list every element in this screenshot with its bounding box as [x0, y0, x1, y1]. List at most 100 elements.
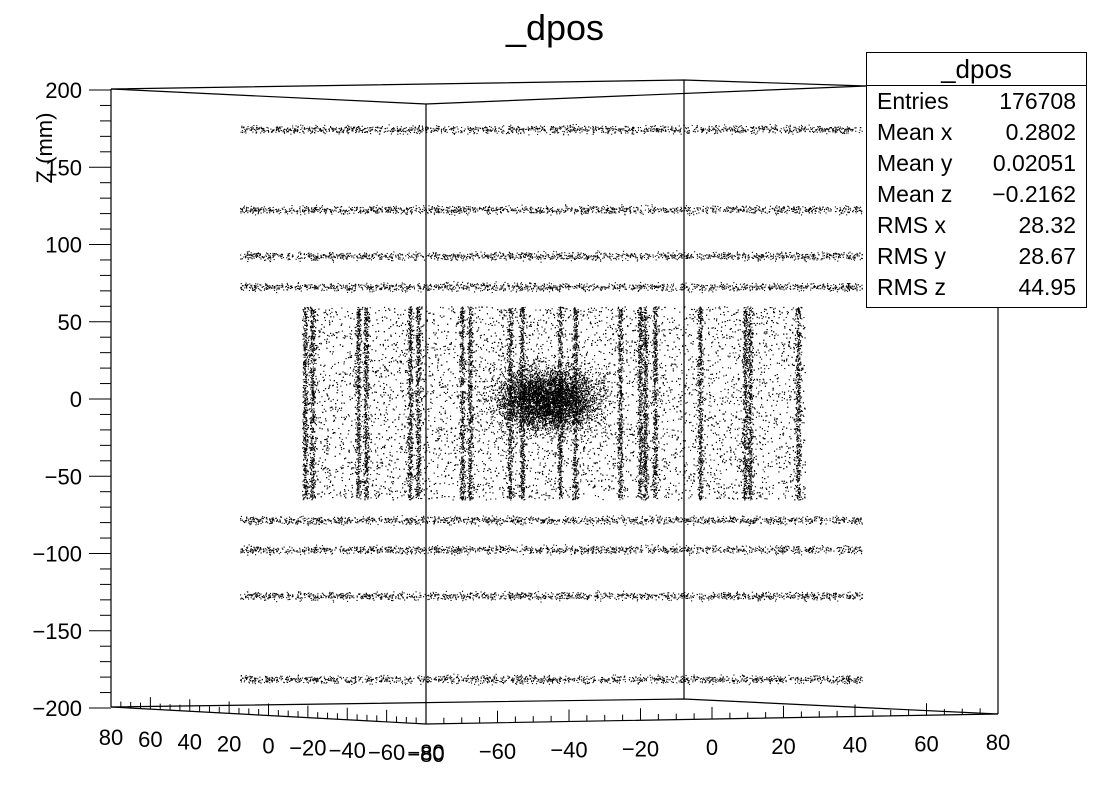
layer-point: [396, 208, 397, 209]
layer-point: [565, 205, 566, 206]
layer-point: [716, 208, 717, 209]
layer-point: [343, 287, 344, 288]
layer-point: [525, 287, 526, 288]
layer-point: [321, 207, 322, 208]
layer-point: [446, 207, 447, 208]
layer-point: [854, 260, 855, 261]
layer-point: [649, 286, 650, 287]
layer-point: [420, 209, 421, 210]
layer-point: [735, 256, 736, 257]
layer-point: [455, 127, 456, 128]
layer-point: [244, 212, 245, 213]
layer-point: [667, 211, 668, 212]
layer-point: [861, 213, 862, 214]
layer-point: [379, 133, 380, 134]
layer-point: [618, 129, 619, 130]
layer-point: [389, 287, 390, 288]
layer-point: [588, 208, 589, 209]
layer-point: [734, 288, 735, 289]
layer-point: [306, 208, 307, 209]
layer-point: [491, 209, 492, 210]
frame-bottom-edge-front: [111, 707, 998, 724]
layer-point: [359, 130, 360, 131]
layer-point: [635, 130, 636, 131]
layer-point: [384, 132, 385, 133]
layer-point: [688, 127, 689, 128]
layer-point: [305, 284, 306, 285]
layer-point: [451, 211, 452, 212]
layer-point: [351, 210, 352, 211]
layer-point: [630, 255, 631, 256]
layer-point: [266, 253, 267, 254]
layer-point: [541, 262, 542, 263]
layer-point: [677, 207, 678, 208]
layer-point: [489, 126, 490, 127]
layer-point: [525, 255, 526, 256]
layer-point: [782, 260, 783, 261]
layer-point: [320, 255, 321, 256]
layer-point: [260, 253, 261, 254]
layer-point: [634, 210, 635, 211]
layer-point: [685, 208, 686, 209]
layer-point: [387, 212, 388, 213]
layer-point: [437, 209, 438, 210]
layer-point: [776, 259, 777, 260]
layer-point: [458, 290, 459, 291]
layer-point: [313, 254, 314, 255]
layer-point: [676, 208, 677, 209]
layer-point: [341, 129, 342, 130]
layer-point: [795, 256, 796, 257]
layer-point: [408, 257, 409, 258]
layer-point: [652, 129, 653, 130]
layer-point: [441, 132, 442, 133]
layer-point: [792, 255, 793, 256]
layer-point: [624, 214, 625, 215]
layer-point: [513, 128, 514, 129]
layer-point: [571, 260, 572, 261]
layer-point: [357, 129, 358, 130]
layer-point: [357, 256, 358, 257]
layer-point: [342, 211, 343, 212]
layer-point: [642, 256, 643, 257]
layer-point: [572, 257, 573, 258]
layer-point: [603, 131, 604, 132]
layer-point: [559, 253, 560, 254]
layer-point: [785, 253, 786, 254]
layer-point: [512, 287, 513, 288]
layer-point: [432, 208, 433, 209]
layer-point: [349, 289, 350, 290]
layer-point: [826, 128, 827, 129]
layer-point: [520, 287, 521, 288]
layer-point: [766, 127, 767, 128]
layer-point: [526, 252, 527, 253]
layer-point: [259, 253, 260, 254]
layer-point: [464, 257, 465, 258]
layer-point: [756, 128, 757, 129]
layer-point: [330, 127, 331, 128]
layer-point: [262, 128, 263, 129]
layer-point: [641, 253, 642, 254]
layer-point: [590, 206, 591, 207]
layer-point: [498, 209, 499, 210]
layer-point: [662, 257, 663, 258]
layer-point: [839, 130, 840, 131]
layer-point: [442, 258, 443, 259]
layer-point: [603, 209, 604, 210]
layer-point: [512, 254, 513, 255]
layer-point: [733, 208, 734, 209]
layer-point: [633, 134, 634, 135]
layer-point: [721, 287, 722, 288]
layer-point: [745, 258, 746, 259]
layer-point: [241, 126, 242, 127]
layer-point: [340, 257, 341, 258]
layer-point: [616, 209, 617, 210]
layer-point: [461, 284, 462, 285]
layer-point: [785, 131, 786, 132]
layer-point: [764, 208, 765, 209]
layer-point: [418, 131, 419, 132]
layer-point: [776, 208, 777, 209]
layer-point: [857, 211, 858, 212]
layer-point: [835, 206, 836, 207]
layer-point: [608, 212, 609, 213]
layer-point: [846, 290, 847, 291]
